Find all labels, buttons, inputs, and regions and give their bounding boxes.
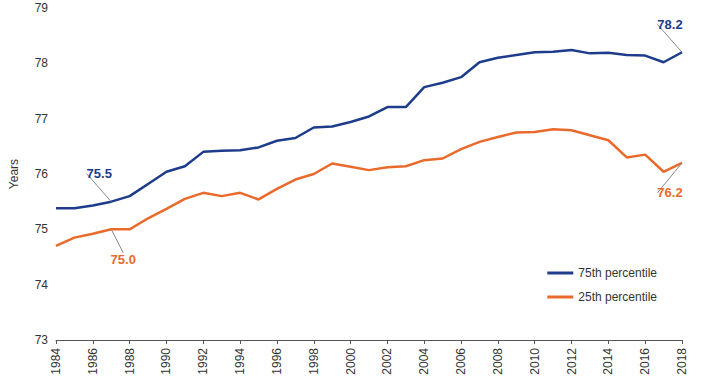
- svg-text:2004: 2004: [417, 348, 431, 375]
- svg-text:1998: 1998: [307, 348, 321, 375]
- svg-text:73: 73: [35, 333, 49, 347]
- svg-text:1992: 1992: [196, 348, 210, 375]
- svg-text:2014: 2014: [601, 348, 615, 375]
- svg-text:2002: 2002: [380, 348, 394, 375]
- svg-text:2016: 2016: [638, 348, 652, 375]
- svg-text:2018: 2018: [675, 348, 689, 375]
- svg-text:2008: 2008: [491, 348, 505, 375]
- svg-text:76: 76: [35, 167, 49, 181]
- svg-text:79: 79: [35, 1, 49, 15]
- svg-text:75.0: 75.0: [111, 252, 136, 267]
- svg-text:2000: 2000: [344, 348, 358, 375]
- svg-text:2012: 2012: [565, 348, 579, 375]
- svg-text:78: 78: [35, 56, 49, 70]
- svg-text:Years: Years: [7, 159, 21, 189]
- svg-text:1988: 1988: [123, 348, 137, 375]
- svg-text:1990: 1990: [159, 348, 173, 375]
- svg-text:76.2: 76.2: [657, 185, 682, 200]
- svg-text:74: 74: [35, 278, 49, 292]
- svg-text:1984: 1984: [49, 348, 63, 375]
- svg-text:2006: 2006: [454, 348, 468, 375]
- svg-text:75: 75: [35, 222, 49, 236]
- svg-text:25th percentile: 25th percentile: [578, 290, 657, 304]
- svg-text:77: 77: [35, 112, 49, 126]
- svg-text:75th percentile: 75th percentile: [578, 266, 657, 280]
- svg-text:75.5: 75.5: [87, 166, 112, 181]
- svg-text:2010: 2010: [528, 348, 542, 375]
- svg-text:78.2: 78.2: [657, 17, 682, 32]
- svg-text:1996: 1996: [270, 348, 284, 375]
- svg-text:1986: 1986: [86, 348, 100, 375]
- svg-text:1994: 1994: [233, 348, 247, 375]
